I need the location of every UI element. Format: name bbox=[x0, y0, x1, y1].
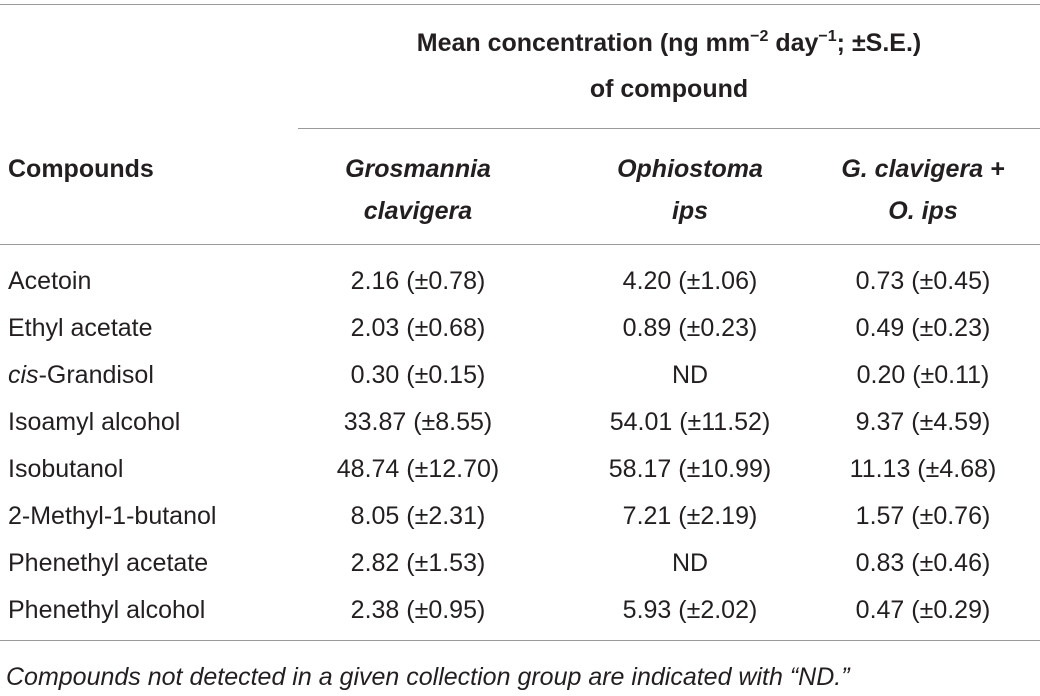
row-compound-name-text: Ethyl acetate bbox=[8, 314, 153, 342]
row-value-combined: 0.83 (±0.46) bbox=[855, 549, 991, 577]
row-value-grosmannia: 2.03 (±0.68) bbox=[350, 314, 486, 342]
row-value-combined: 0.73 (±0.45) bbox=[855, 267, 991, 295]
row-value-grosmannia: 48.74 (±12.70) bbox=[336, 455, 500, 483]
span-header-line2: of compound bbox=[589, 75, 749, 103]
row-compound-name-text: 2-Methyl-1-butanol bbox=[8, 502, 217, 530]
span-header-text-c: ; ±S.E.) bbox=[836, 29, 922, 57]
row-value-ophiostoma: 54.01 (±11.52) bbox=[609, 408, 771, 436]
row-value-combined: 0.47 (±0.29) bbox=[855, 596, 991, 624]
row-compound-name: Ethyl acetate bbox=[8, 313, 153, 343]
row-compound-name-text: Phenethyl alcohol bbox=[8, 596, 206, 624]
row-value-grosmannia: 33.87 (±8.55) bbox=[343, 408, 493, 436]
row-value-ophiostoma: 0.89 (±0.23) bbox=[622, 314, 758, 342]
col-header-combined-line1: G. clavigera + bbox=[841, 155, 1005, 183]
span-header-text-a: Mean concentration (ng mm bbox=[416, 29, 751, 57]
header-bottom-rule bbox=[0, 244, 1040, 245]
span-header-sup1: −2 bbox=[750, 28, 769, 45]
row-value-ophiostoma: 4.20 (±1.06) bbox=[622, 267, 758, 295]
row-value-grosmannia: 2.38 (±0.95) bbox=[350, 596, 486, 624]
row-value-ophiostoma: 58.17 (±10.99) bbox=[608, 455, 772, 483]
col-header-grosmannia-line1: Grosmannia bbox=[345, 155, 491, 183]
row-value-combined: 0.20 (±0.11) bbox=[856, 361, 990, 389]
row-compound-name-text: -Grandisol bbox=[38, 361, 154, 389]
row-compound-name-text: Isoamyl alcohol bbox=[8, 408, 181, 436]
span-header-text-b: day bbox=[768, 29, 819, 57]
row-compound-name-text: Acetoin bbox=[8, 267, 92, 295]
row-compound-name: Isoamyl alcohol bbox=[8, 407, 180, 437]
span-header-rule bbox=[298, 128, 1040, 129]
row-value-grosmannia: 8.05 (±2.31) bbox=[350, 502, 486, 530]
span-header-sup2: −1 bbox=[818, 28, 837, 45]
row-value-grosmannia: 0.30 (±0.15) bbox=[350, 361, 486, 389]
span-header-title: Mean concentration (ng mm−2 day−1; ±S.E.… bbox=[298, 28, 1040, 62]
row-compound-name: Isobutanol bbox=[8, 454, 123, 484]
row-compound-name: Phenethyl alcohol bbox=[8, 595, 205, 625]
row-value-ophiostoma: 5.93 (±2.02) bbox=[622, 596, 758, 624]
row-value-combined: 0.49 (±0.23) bbox=[855, 314, 991, 342]
row-value-ophiostoma: ND bbox=[671, 361, 709, 389]
table-footnote: Compounds not detected in a given collec… bbox=[6, 663, 850, 691]
col-header-ophiostoma-line2: ips bbox=[671, 197, 709, 225]
row-value-ophiostoma: 7.21 (±2.19) bbox=[622, 502, 758, 530]
col-header-ophiostoma-line1: Ophiostoma bbox=[617, 155, 763, 183]
col-header-combined-line2: O. ips bbox=[888, 197, 958, 225]
top-rule bbox=[0, 4, 1040, 5]
row-compound-name-italic: cis bbox=[8, 361, 39, 389]
row-value-grosmannia: 2.82 (±1.53) bbox=[350, 549, 486, 577]
row-compound-name: Acetoin bbox=[8, 266, 91, 296]
row-compound-name-text: Isobutanol bbox=[8, 455, 124, 483]
row-value-combined: 1.57 (±0.76) bbox=[855, 502, 991, 530]
row-compound-name: Phenethyl acetate bbox=[8, 548, 208, 578]
row-compound-name: 2-Methyl-1-butanol bbox=[8, 501, 216, 531]
table-bottom-rule bbox=[0, 640, 1040, 641]
row-value-combined: 9.37 (±4.59) bbox=[855, 408, 991, 436]
row-value-grosmannia: 2.16 (±0.78) bbox=[350, 267, 486, 295]
col-header-compounds: Compounds bbox=[8, 155, 154, 183]
row-value-ophiostoma: ND bbox=[671, 549, 709, 577]
row-compound-name-text: Phenethyl acetate bbox=[8, 549, 209, 577]
row-value-combined: 11.13 (±4.68) bbox=[849, 455, 997, 483]
col-header-grosmannia-line2: clavigera bbox=[363, 197, 473, 225]
row-compound-name: cis-Grandisol bbox=[8, 360, 154, 390]
